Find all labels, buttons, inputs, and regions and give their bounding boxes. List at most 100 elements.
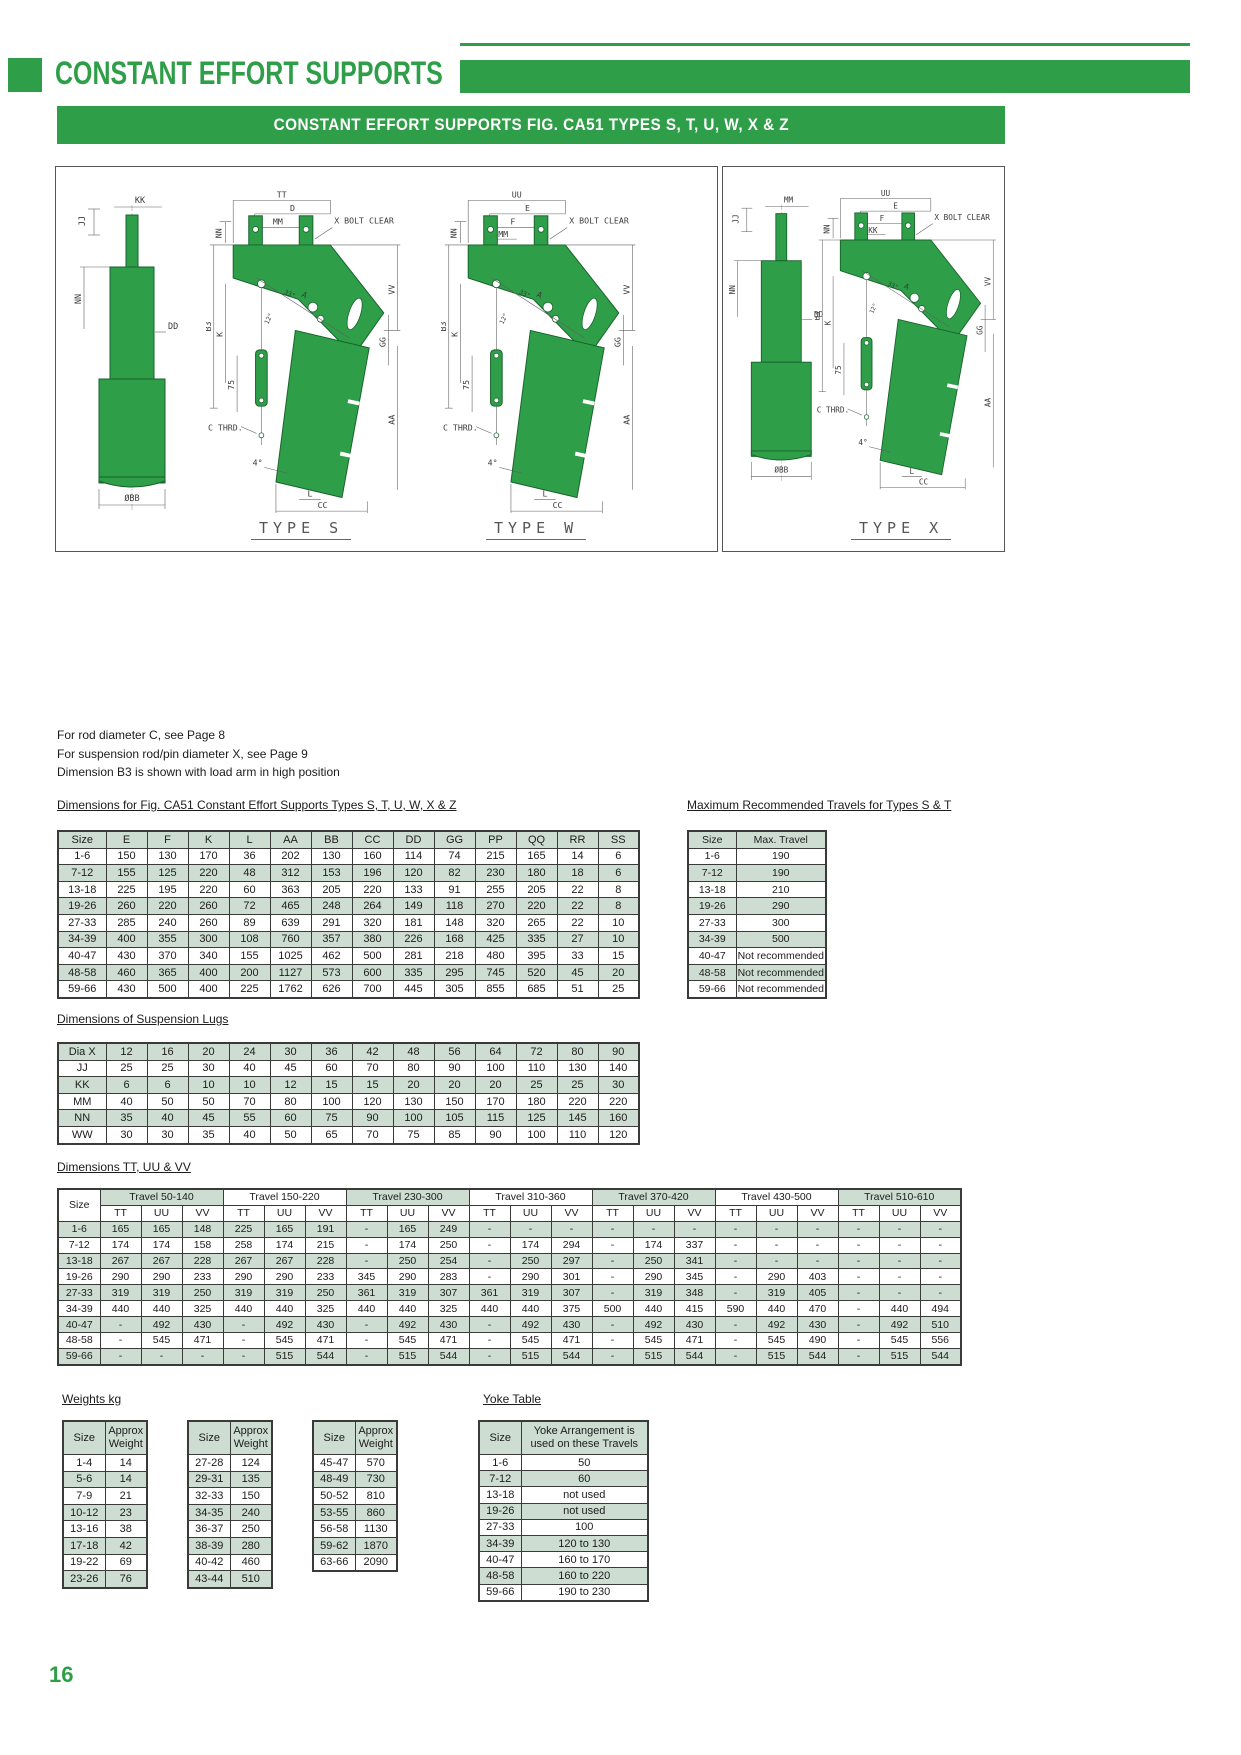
table-cell: 76 bbox=[104, 1570, 148, 1589]
table-cell: 174 bbox=[140, 1236, 183, 1254]
table-cell: 63-66 bbox=[312, 1553, 356, 1572]
table-row: 19-22 69 bbox=[62, 1553, 148, 1572]
section-banner-text: CONSTANT EFFORT SUPPORTS FIG. CA51 TYPES… bbox=[273, 115, 789, 134]
cylinder-drawing: MM JJ NN DD ØBB bbox=[728, 196, 824, 482]
table-cell: 267 bbox=[140, 1252, 183, 1270]
table-cell: 1-6 bbox=[57, 1220, 101, 1238]
table-cell: 325 bbox=[304, 1300, 347, 1318]
table-cell: BB bbox=[310, 830, 353, 849]
table-cell: 36 bbox=[310, 1042, 353, 1061]
table-cell: 174 bbox=[386, 1236, 429, 1254]
table-cell: 40 bbox=[228, 1125, 271, 1145]
yoke-table-title: Yoke Table bbox=[483, 1392, 542, 1406]
table-cell: RR bbox=[556, 830, 599, 849]
table-cell: 13-18 bbox=[478, 1486, 522, 1504]
table-cell: 210 bbox=[735, 880, 827, 899]
table-cell: - bbox=[714, 1268, 757, 1286]
table-cell: - bbox=[755, 1252, 798, 1270]
table-cell: 7-12 bbox=[687, 864, 737, 882]
table-cell: 220 bbox=[515, 897, 558, 915]
table-cell: - bbox=[878, 1284, 921, 1302]
table-cell: - bbox=[755, 1236, 798, 1254]
table-cell: 300 bbox=[735, 913, 827, 932]
table-cell: GG bbox=[433, 830, 476, 849]
table-cell: - bbox=[345, 1220, 388, 1238]
table-cell: - bbox=[345, 1236, 388, 1254]
table-cell: AA bbox=[269, 830, 312, 849]
table-cell: 50 bbox=[520, 1453, 649, 1472]
dims-table: Size E F K L AA BB CC DD GG PP QQ RR SS 1-6 150 130 170 36… bbox=[57, 830, 640, 999]
dim-label: AA bbox=[386, 415, 396, 425]
table-cell: - bbox=[591, 1347, 634, 1366]
table-cell: 270 bbox=[474, 897, 517, 915]
dim-label: MM bbox=[784, 196, 794, 205]
cylinder-drawing: KK JJ NN DD ØBB bbox=[74, 196, 178, 511]
table-cell: 355 bbox=[146, 930, 189, 949]
table-cell: 190 bbox=[735, 864, 827, 882]
table-cell: - bbox=[837, 1236, 880, 1254]
table-cell: 220 bbox=[351, 880, 394, 899]
table-cell: Size bbox=[57, 830, 107, 849]
table-cell: 1-6 bbox=[478, 1453, 522, 1472]
table-cell: 494 bbox=[919, 1300, 962, 1318]
table-cell: WW bbox=[57, 1125, 107, 1145]
table-cell: 225 bbox=[222, 1220, 265, 1238]
dim-label: E bbox=[525, 203, 530, 213]
table-cell: 135 bbox=[229, 1470, 273, 1489]
table-cell: Travel 510-610 bbox=[837, 1188, 962, 1206]
table-cell: 30 bbox=[187, 1059, 230, 1078]
table-cell: 440 bbox=[755, 1300, 798, 1318]
table-cell: 90 bbox=[433, 1059, 476, 1078]
table-cell: 361 bbox=[345, 1284, 388, 1302]
table-row: KK 6 6 10 10 12 15 15 20 20 20 25 25 30 bbox=[57, 1076, 640, 1094]
table-cell: 319 bbox=[386, 1284, 429, 1302]
table-cell: 23 bbox=[104, 1503, 148, 1522]
table-cell: UU bbox=[509, 1204, 552, 1222]
table-cell: 250 bbox=[229, 1520, 273, 1538]
table-cell: 515 bbox=[263, 1347, 306, 1366]
table-cell: - bbox=[837, 1300, 880, 1318]
table-cell: 515 bbox=[386, 1347, 429, 1366]
table-cell: 165 bbox=[386, 1220, 429, 1238]
table-cell: 250 bbox=[304, 1284, 347, 1302]
dim-label: CC bbox=[318, 500, 328, 510]
table-cell: 220 bbox=[146, 897, 189, 915]
table-cell: 30 bbox=[105, 1125, 148, 1145]
table-cell: 42 bbox=[104, 1536, 148, 1555]
table-cell: VV bbox=[550, 1204, 593, 1222]
table-cell: 48-58 bbox=[57, 1332, 101, 1349]
table-cell: 20 bbox=[597, 963, 640, 982]
table-cell: 220 bbox=[556, 1092, 599, 1111]
table-row: 7-12 174 174 158 258 174 215-174 250-174 294-174… bbox=[57, 1236, 962, 1254]
table-cell: 860 bbox=[354, 1503, 398, 1522]
table-cell: 545 bbox=[263, 1332, 306, 1349]
table-row: 19-26 260 220 260 72 465 248 264 149 118 270 220 22 8 bbox=[57, 897, 640, 915]
table-cell: 290 bbox=[755, 1268, 798, 1286]
table-cell: - bbox=[714, 1284, 757, 1302]
table-cell: 48 bbox=[228, 864, 271, 882]
table-cell: 7-12 bbox=[57, 1236, 101, 1254]
table-cell: 325 bbox=[181, 1300, 224, 1318]
table-row: 50-52 810 bbox=[312, 1487, 398, 1505]
table-cell: 40-47 bbox=[57, 947, 107, 965]
table-cell: DD bbox=[392, 830, 435, 849]
table-cell: 1130 bbox=[354, 1520, 398, 1538]
dim-label: CC bbox=[919, 478, 929, 487]
table-cell: 91 bbox=[433, 880, 476, 899]
table-cell: 158 bbox=[181, 1236, 224, 1254]
table-cell: 312 bbox=[269, 864, 312, 882]
table-cell: - bbox=[468, 1347, 511, 1366]
type-s-figure: TT D MM NN X BOLT CLEAR A 33° 12° B3 K bbox=[206, 175, 410, 515]
table-cell: 325 bbox=[427, 1300, 470, 1318]
table-cell: - bbox=[837, 1316, 880, 1334]
table-cell: 6 bbox=[597, 864, 640, 882]
table-cell: 220 bbox=[187, 864, 230, 882]
dim-label: K bbox=[215, 332, 225, 337]
table-cell: 395 bbox=[515, 947, 558, 965]
table-cell: 90 bbox=[474, 1125, 517, 1145]
table-cell: 34-39 bbox=[57, 1300, 101, 1318]
table-cell: 570 bbox=[354, 1454, 398, 1472]
table-cell: 59-66 bbox=[478, 1583, 522, 1602]
table-cell: 160 to 220 bbox=[520, 1567, 649, 1585]
table-cell: 115 bbox=[474, 1109, 517, 1127]
